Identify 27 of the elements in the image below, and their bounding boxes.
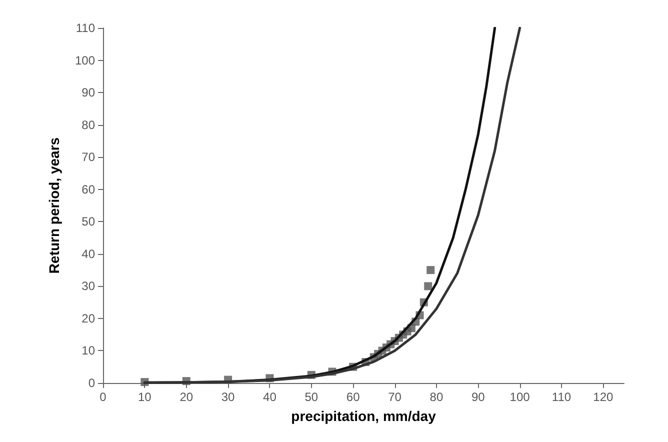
x-tick-label: 30: [221, 390, 236, 404]
x-tick-label: 110: [552, 390, 572, 404]
y-tick-label: 30: [82, 279, 96, 294]
x-tick-label: 120: [593, 390, 614, 404]
x-tick-label: 100: [510, 390, 530, 404]
y-tick-label: 40: [82, 246, 96, 261]
y-axis-title: Return period, years: [46, 137, 62, 274]
x-tick-label: 40: [263, 390, 277, 404]
x-tick-label: 0: [100, 390, 107, 404]
y-tick-label: 80: [82, 118, 96, 132]
x-tick-label: 10: [138, 390, 152, 404]
y-tick-label: 90: [82, 86, 96, 100]
y-tick-label: 60: [82, 182, 96, 196]
x-axis-title: precipitation, mm/day: [291, 408, 436, 424]
x-tick-label: 90: [471, 390, 486, 404]
y-tick-label: 20: [82, 311, 96, 326]
x-tick-label: 50: [304, 390, 318, 404]
x-tick-label: 20: [180, 390, 194, 404]
y-tick-label: 10: [82, 344, 96, 358]
y-tick-label: 110: [76, 21, 96, 35]
y-tick-label: 70: [82, 150, 96, 164]
y-tick-label: 0: [88, 376, 96, 390]
x-tick-label: 70: [388, 390, 402, 404]
y-tick-label: 100: [74, 53, 96, 68]
x-tick-label: 60: [346, 390, 360, 404]
y-tick-label: 50: [82, 214, 96, 229]
x-tick-label: 80: [430, 390, 444, 404]
